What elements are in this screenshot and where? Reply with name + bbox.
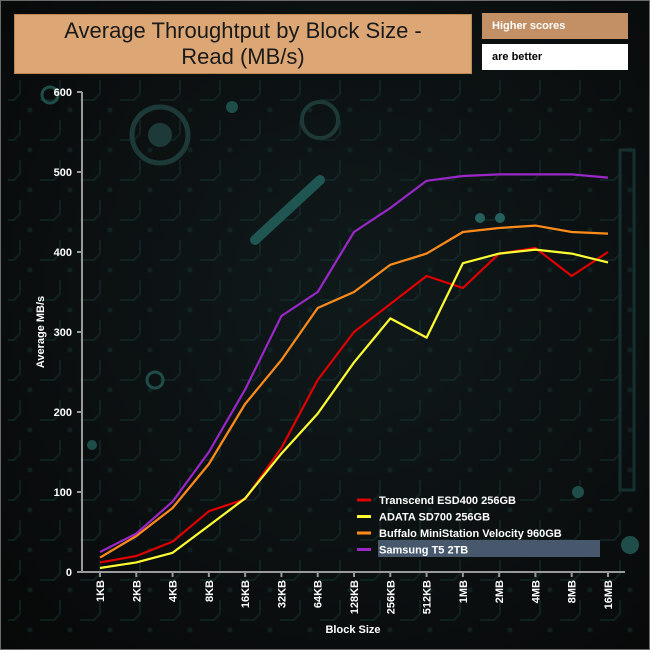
y-tick-label: 0: [66, 567, 72, 579]
y-axis-title: Average MB/s: [35, 296, 47, 368]
series-line: [99, 173, 609, 553]
y-tick-label: 200: [54, 407, 72, 419]
x-tick-label: 1MB: [458, 580, 470, 603]
y-tick-label: 600: [54, 87, 72, 99]
y-tick-label: 400: [54, 247, 72, 259]
x-tick-label: 2MB: [494, 580, 506, 603]
x-tick-label: 16KB: [240, 580, 252, 608]
y-tick-label: 300: [54, 327, 72, 339]
x-tick-label: 4MB: [530, 580, 542, 603]
series-line: [99, 224, 609, 559]
legend-label: Samsung T5 2TB: [379, 545, 468, 557]
are-better-note: are better: [482, 44, 628, 70]
series-line: [99, 248, 609, 570]
x-ticks: 1KB 2KB 4KB 8KB 16KB 32KB 64KB 128KB 256KB 512KB 1…: [95, 572, 615, 614]
y-ticks: 0 100 200 300 400 500 600: [54, 87, 82, 579]
y-tick-label: 100: [54, 487, 72, 499]
x-tick-label: 16MB: [603, 580, 615, 609]
x-tick-label: 8MB: [567, 580, 579, 603]
y-tick-label: 500: [54, 167, 72, 179]
legend-label: ADATA SD700 256GB: [379, 512, 490, 524]
x-tick-label: 8KB: [204, 580, 216, 602]
x-tick-label: 4KB: [168, 580, 180, 602]
x-tick-label: 128KB: [349, 580, 361, 614]
chart-title-box: Average Throughtput by Block Size - Read…: [14, 14, 472, 74]
series-lines: [99, 173, 609, 570]
higher-scores-note: Higher scores: [482, 13, 628, 39]
x-tick-label: 1KB: [95, 580, 107, 602]
x-tick-label: 256KB: [385, 580, 397, 614]
legend-label: Buffalo MiniStation Velocity 960GB: [379, 528, 562, 540]
x-axis-title: Block Size: [325, 624, 380, 636]
x-tick-label: 32KB: [276, 580, 288, 608]
legend: Transcend ESD400 256GB ADATA SD700 256GB B…: [357, 495, 600, 557]
x-tick-label: 64KB: [313, 580, 325, 608]
x-tick-label: 512KB: [422, 580, 434, 614]
legend-highlight: [378, 540, 600, 557]
x-tick-label: 2KB: [131, 580, 143, 602]
chart-title: Average Throughtput by Block Size - Read…: [64, 18, 422, 69]
legend-label: Transcend ESD400 256GB: [379, 495, 516, 507]
